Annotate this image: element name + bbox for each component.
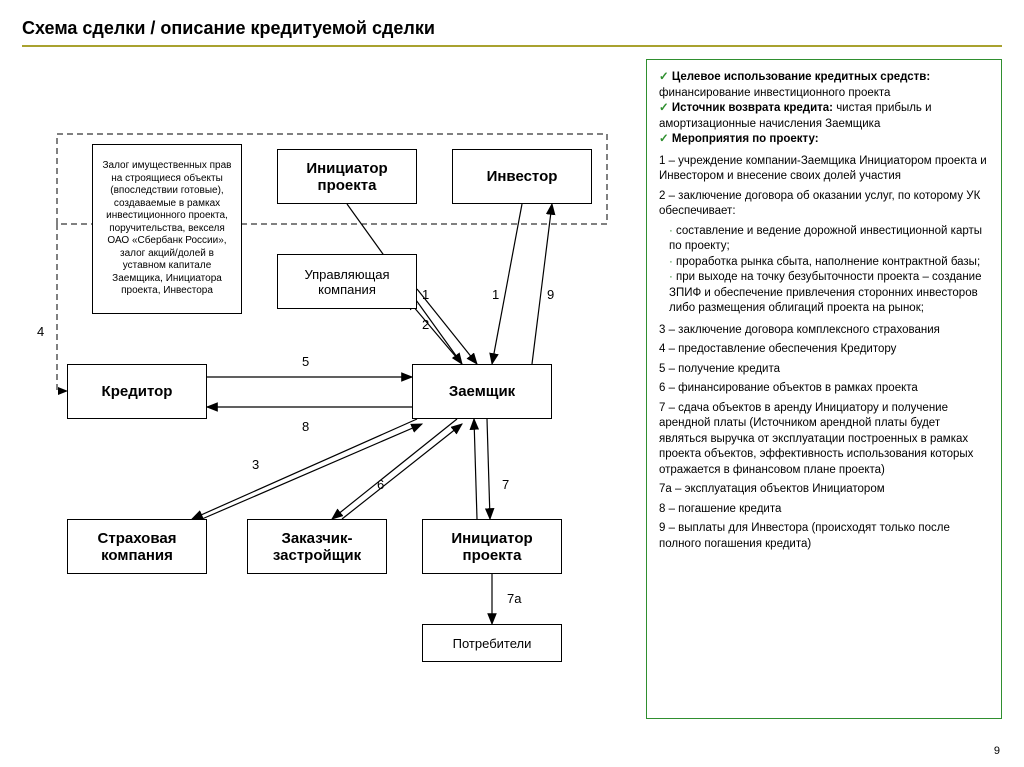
list-item: 4 – предоставление обеспечения Кредитору — [659, 342, 989, 358]
edge-label: 9 — [547, 287, 554, 302]
sub-item: при выходе на точку безубыточности проек… — [659, 270, 989, 317]
list-item: 5 – получение кредита — [659, 362, 989, 378]
list-item: 3 – заключение договора комплексного стр… — [659, 323, 989, 339]
list-item: 8 – погашение кредита — [659, 502, 989, 518]
edge-label: 1 — [422, 287, 429, 302]
node-insurance: Страховая компания — [67, 519, 207, 574]
list-item: 1 – учреждение компании-Заемщика Инициат… — [659, 154, 989, 185]
edge-label: 6 — [377, 477, 384, 492]
list-item: 9 – выплаты для Инвестора (происходят то… — [659, 521, 989, 552]
edge-label: 4 — [37, 324, 44, 339]
node-mgmt: Управляющая компания — [277, 254, 417, 309]
edge-label: 7а — [507, 591, 521, 606]
sub-item: составление и ведение дорожной инвестици… — [659, 224, 989, 255]
diagram-area: 4 1 1 9 2 5 8 3 6 7 7а Залог имущественных прав на … — [22, 59, 632, 719]
check-item: Целевое использование кредитных средств:… — [659, 70, 989, 101]
title-rule — [22, 45, 1002, 47]
description-panel: Целевое использование кредитных средств:… — [646, 59, 1002, 719]
node-investor: Инвестор — [452, 149, 592, 204]
check-item: Источник возврата кредита: чистая прибыл… — [659, 101, 989, 132]
edge-label: 7 — [502, 477, 509, 492]
node-initiator_bot: Инициатор проекта — [422, 519, 562, 574]
page-number: 9 — [994, 745, 1000, 757]
node-creditor: Кредитор — [67, 364, 207, 419]
node-collateral: Залог имущественных прав на строящиеся о… — [92, 144, 242, 314]
edge-label: 3 — [252, 457, 259, 472]
list-item: 2 – заключение договора об оказании услу… — [659, 189, 989, 220]
node-initiator_top: Инициатор проекта — [277, 149, 417, 204]
check-item: Мероприятия по проекту: — [659, 132, 989, 148]
list-item: 7а – эксплуатация объектов Инициатором — [659, 482, 989, 498]
edge-label: 2 — [422, 317, 429, 332]
sub-item: проработка рынка сбыта, наполнение контр… — [659, 255, 989, 271]
edge-label: 8 — [302, 419, 309, 434]
edge-label: 5 — [302, 354, 309, 369]
list-item: 6 – финансирование объектов в рамках про… — [659, 381, 989, 397]
list-item: 7 – сдача объектов в аренду Инициатору и… — [659, 401, 989, 479]
node-developer: Заказчик- застройщик — [247, 519, 387, 574]
node-consumers: Потребители — [422, 624, 562, 662]
node-borrower: Заемщик — [412, 364, 552, 419]
page-title: Схема сделки / описание кредитуемой сдел… — [22, 18, 1002, 39]
edge-label: 1 — [492, 287, 499, 302]
